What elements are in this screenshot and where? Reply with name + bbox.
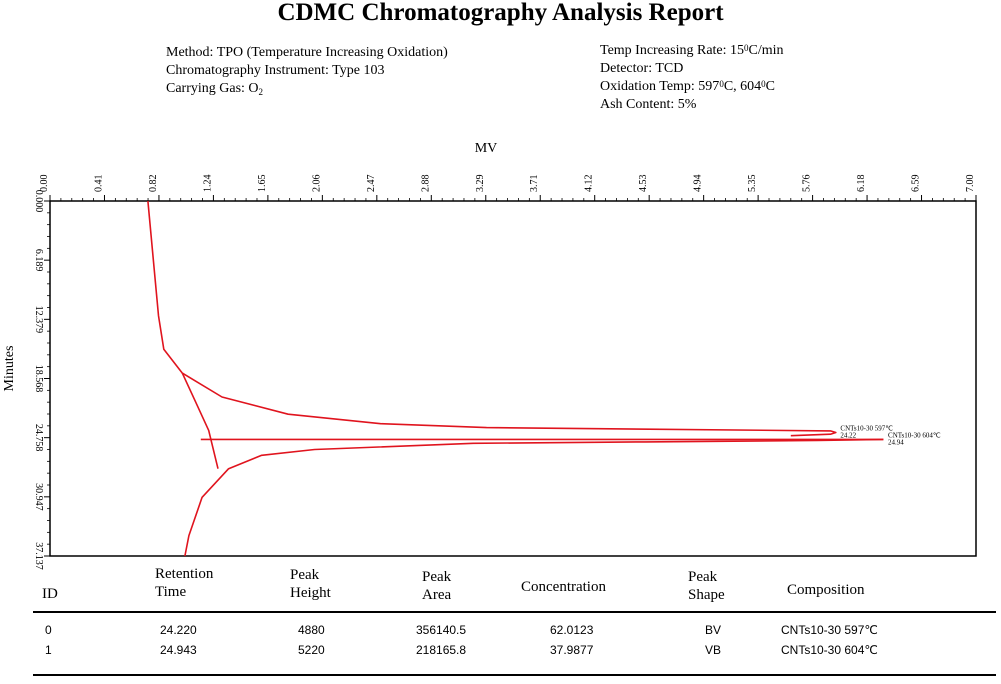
x-tick-label: 3.29 (475, 175, 486, 193)
x-tick-label: 0.82 (148, 175, 159, 193)
series-line-2 (181, 372, 219, 469)
cell-composition: CNTs10-30 604℃ (781, 643, 878, 657)
header-peak-height: Peak Height (290, 567, 331, 601)
cell-peak-shape: BV (705, 623, 722, 637)
cell-id: 0 (45, 623, 52, 637)
oxidation-temp-line: Oxidation Temp: 5970C, 6040C (600, 79, 775, 94)
cell-peak-area: 218165.8 (416, 643, 467, 657)
header-concentration: Concentration (521, 579, 606, 595)
series-line-0 (147, 200, 837, 437)
ash-content-line: Ash Content: 5% (600, 97, 697, 112)
x-tick-label: 2.06 (311, 175, 322, 193)
x-tick-label: 4.94 (693, 175, 704, 193)
table-top-rule (33, 611, 996, 613)
cell-peak-area: 356140.5 (416, 623, 467, 637)
y-tick-label: 12.379 (33, 306, 44, 334)
x-tick-label: 5.35 (747, 175, 758, 193)
header-peak-shape: Peak Shape (688, 569, 725, 603)
y-tick-label: 18.568 (33, 365, 44, 393)
y-tick-label: 6.189 (33, 249, 44, 272)
method-line: Method: TPO (Temperature Increasing Oxid… (166, 45, 448, 60)
y-tick-label: 24.758 (33, 424, 44, 452)
header-id: ID (42, 586, 58, 602)
y-tick-label: 37.137 (33, 542, 44, 570)
y-axis-title: Minutes (2, 346, 17, 392)
cell-retention-time: 24.943 (160, 643, 197, 657)
instrument-line: Chromatography Instrument: Type 103 (166, 63, 385, 78)
x-tick-label: 2.47 (366, 175, 377, 193)
x-tick-label: 6.59 (911, 175, 922, 193)
cell-concentration: 62.0123 (550, 623, 594, 637)
header-peak-area: Peak Area (422, 569, 452, 603)
carrying-gas-line: Carrying Gas: O2 (166, 81, 264, 97)
peak-annotation: 24.22 (840, 432, 856, 440)
x-tick-label: 0.41 (93, 175, 104, 193)
plot-frame (49, 200, 977, 557)
x-tick-label: 4.12 (584, 175, 595, 193)
cell-peak-height: 5220 (298, 643, 325, 657)
cell-peak-height: 4880 (298, 623, 325, 637)
cell-concentration: 37.9877 (550, 643, 594, 657)
detector-line: Detector: TCD (600, 61, 684, 76)
cell-id: 1 (45, 643, 52, 657)
y-tick-label: 30.947 (33, 483, 44, 511)
x-tick-label: 5.76 (802, 175, 813, 193)
table-bottom-rule (33, 674, 996, 676)
x-tick-label: 3.71 (529, 175, 540, 193)
x-tick-label: 6.18 (856, 175, 867, 193)
x-tick-label: 2.88 (420, 175, 431, 193)
method-info: Method: TPO (Temperature Increasing Oxid… (166, 44, 448, 98)
peak-annotation: CNTs10-30 597℃ (840, 425, 893, 433)
x-tick-label: 0.00 (39, 175, 50, 193)
header-retention-time: Retention Time (155, 566, 214, 600)
cell-composition: CNTs10-30 597℃ (781, 623, 878, 637)
cell-retention-time: 24.220 (160, 623, 197, 637)
series-line-1 (184, 438, 884, 557)
x-tick-label: 1.65 (257, 175, 268, 193)
y-tick-label: 0.000 (33, 190, 44, 213)
cell-peak-shape: VB (705, 643, 722, 657)
x-tick-label: 7.00 (965, 175, 976, 193)
peak-annotation: CNTs10-30 604℃ (888, 431, 941, 439)
x-tick-label: 1.24 (202, 175, 213, 193)
temp-rate-line: Temp Increasing Rate: 150C/min (600, 43, 784, 58)
x-tick-label: 4.53 (638, 175, 649, 193)
peak-annotation: 24.94 (888, 438, 904, 446)
x-axis-title: MV (475, 141, 498, 156)
header-composition: Composition (787, 582, 865, 598)
conditions-info: Temp Increasing Rate: 150C/min Detector:… (600, 42, 784, 114)
report-title: CDMC Chromatography Analysis Report (277, 0, 724, 26)
